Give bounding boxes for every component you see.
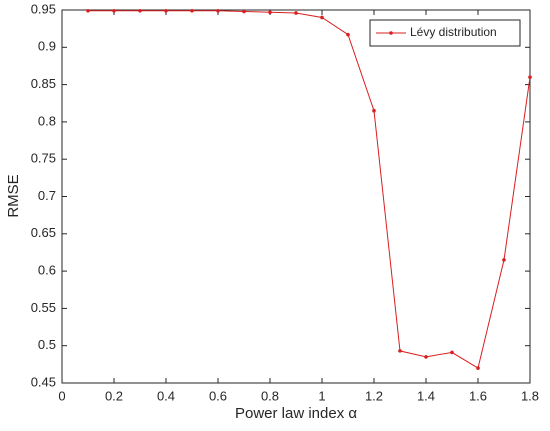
y-tick-label: 0.55 [31,300,56,315]
point [372,108,376,113]
x-tick-label: 0 [58,388,65,403]
point [528,75,532,79]
point [294,11,298,15]
point [242,9,246,14]
point [476,366,480,370]
x-axis-label: Power law index α [235,405,357,422]
point [112,8,116,13]
y-axis-label: RMSE [5,174,22,217]
x-tick-label: 1.8 [521,388,539,403]
y-tick-label: 0.8 [38,113,56,128]
y-tick-label: 0.7 [38,188,56,203]
point [502,258,506,262]
y-tick-label: 0.9 [38,39,56,54]
point [164,8,168,13]
point [398,349,402,353]
point [138,8,142,13]
point [450,350,454,355]
x-tick-label: 1.4 [417,388,435,403]
x-tick-label: 0.6 [209,388,227,403]
x-tick-label: 0.2 [105,388,123,403]
point [86,8,90,13]
y-tick-label: 0.95 [31,1,56,16]
y-tick-label: 0.65 [31,225,56,240]
y-tick-label: 0.5 [38,337,56,352]
series-line [88,10,531,369]
point [320,15,324,20]
y-tick-label: 0.45 [31,374,56,389]
point [424,355,428,359]
plot-area [61,9,531,384]
x-tick-label: 1.6 [469,388,487,403]
point [216,8,220,13]
point [346,32,350,37]
y-tick-label: 0.6 [38,263,56,278]
legend-marker [389,31,393,35]
x-tick-label: 1.2 [365,388,383,403]
x-tick-label: 0.8 [261,388,279,403]
y-tick-label: 0.85 [31,76,56,91]
y-tick-label: 0.75 [31,151,56,166]
point [268,10,272,15]
legend-label: Lévy distribution [410,25,497,39]
x-tick-label: 1 [318,388,325,403]
x-tick-label: 0.4 [157,388,175,403]
point [190,8,194,13]
